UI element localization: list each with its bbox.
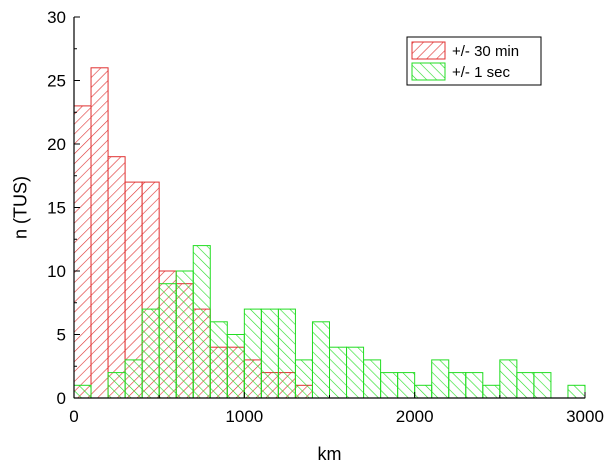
legend-swatch-30min: [411, 41, 446, 60]
bar-1sec: [346, 346, 365, 399]
bar-1sec: [329, 346, 348, 399]
bar-1sec: [243, 308, 262, 399]
bar-1sec: [516, 372, 535, 399]
bar-1sec: [414, 384, 433, 399]
bar-1sec: [311, 321, 331, 399]
legend: +/- 30 min +/- 1 sec: [406, 36, 542, 86]
y-tick-label: 20: [47, 135, 66, 154]
legend-label-30min: +/- 30 min: [452, 43, 519, 60]
y-tick-label: 30: [47, 8, 66, 27]
axis-ticks: 0 5 10 15 20 25 30 0 1000 2000 3000: [47, 8, 604, 426]
bar-1sec: [397, 372, 416, 399]
bar-1sec: [482, 384, 501, 399]
bar-30min: [90, 67, 109, 399]
x-tick-label: 2000: [396, 407, 434, 426]
bar-1sec: [260, 308, 279, 399]
bar-1sec: [107, 372, 126, 399]
bar-1sec: [226, 334, 245, 399]
series-1sec-bars: [73, 245, 586, 399]
x-tick-label: 3000: [566, 407, 604, 426]
y-tick-label: 5: [57, 326, 66, 345]
legend-label-1sec: +/- 1 sec: [452, 64, 510, 81]
bar-1sec: [141, 308, 160, 399]
bar-1sec: [277, 308, 296, 399]
y-tick-label: 15: [47, 199, 66, 218]
legend-swatch-1sec: [411, 62, 446, 81]
bar-1sec: [431, 359, 450, 399]
bar-1sec: [124, 359, 143, 399]
bar-1sec: [175, 270, 194, 399]
bar-1sec: [567, 384, 586, 399]
bar-1sec: [294, 359, 313, 399]
y-tick-label: 10: [47, 262, 66, 281]
y-tick-label: 0: [57, 389, 66, 408]
bar-1sec: [533, 372, 552, 399]
x-axis-title: km: [318, 444, 342, 464]
bar-1sec: [465, 372, 484, 399]
y-axis-title: n (TUS): [10, 176, 30, 239]
bar-1sec: [448, 372, 467, 399]
bar-1sec: [380, 372, 399, 399]
bar-30min: [73, 105, 92, 399]
bar-1sec: [499, 359, 518, 399]
bar-30min: [107, 156, 126, 399]
y-tick-label: 25: [47, 72, 66, 91]
x-tick-label: 0: [69, 407, 78, 426]
bar-1sec: [73, 384, 92, 399]
bar-1sec: [363, 359, 382, 399]
bar-1sec: [192, 245, 211, 399]
x-tick-label: 1000: [225, 407, 263, 426]
bar-1sec: [209, 321, 228, 399]
bar-1sec: [158, 283, 177, 399]
